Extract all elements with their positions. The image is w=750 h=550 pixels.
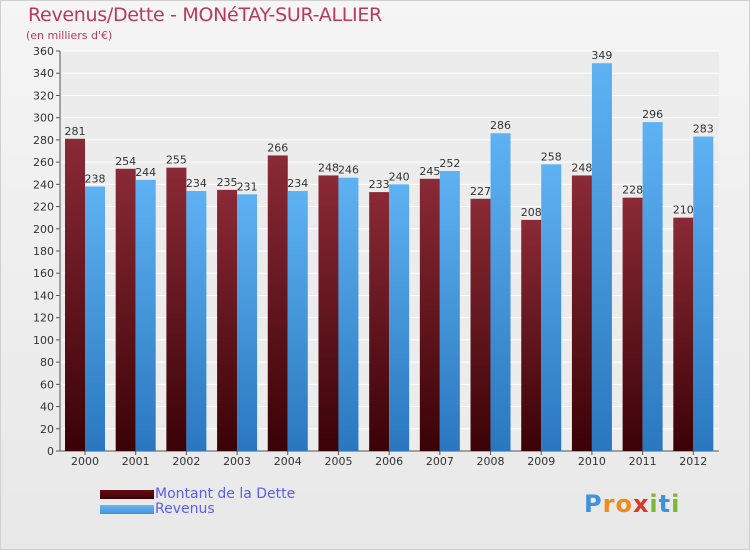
bar-dette: [622, 197, 643, 451]
logo-letter: o: [615, 490, 633, 518]
x-tick-label: 2002: [172, 455, 200, 468]
bar-revenus: [186, 191, 207, 451]
chart-subtitle: (en milliers d'€): [26, 29, 113, 42]
bar-revenus: [389, 184, 410, 452]
y-tick-label: 320: [33, 89, 54, 102]
chart-title: Revenus/Dette - MONéTAY-SUR-ALLIER: [28, 4, 382, 26]
x-tick-label: 2010: [578, 455, 606, 468]
bar-revenus: [439, 171, 460, 451]
data-label-revenus: 258: [541, 150, 562, 163]
legend-swatch-dette: [100, 490, 154, 499]
data-label-dette: 248: [571, 161, 592, 174]
bar-dette: [571, 175, 592, 451]
bar-revenus: [135, 179, 156, 451]
bar-revenus: [541, 164, 562, 452]
legend-label-revenus: Revenus: [155, 501, 215, 517]
data-label-revenus: 244: [135, 166, 156, 179]
data-label-revenus: 238: [85, 173, 106, 186]
bar-dette: [65, 138, 85, 451]
data-label-dette: 228: [622, 184, 643, 197]
bar-dette: [267, 155, 288, 451]
y-tick-label: 100: [33, 334, 54, 347]
x-tick-label: 2012: [679, 455, 707, 468]
logo-letter: i: [671, 490, 681, 518]
proxiti-logo: Proxiti: [584, 490, 680, 518]
bar-dette: [470, 198, 491, 451]
y-tick-label: 20: [40, 423, 54, 436]
bar-revenus: [237, 194, 258, 452]
legend-label-dette: Montant de la Dette: [155, 486, 296, 502]
data-label-dette: 254: [115, 155, 136, 168]
data-label-revenus: 252: [439, 157, 460, 170]
bar-revenus: [642, 122, 663, 451]
bar-dette: [318, 175, 339, 451]
y-tick-label: 0: [47, 445, 54, 458]
bar-revenus: [287, 191, 308, 451]
data-label-revenus: 296: [642, 108, 663, 121]
data-label-dette: 233: [369, 178, 390, 191]
data-label-dette: 208: [521, 206, 542, 219]
logo-letter: t: [658, 490, 672, 518]
data-label-dette: 281: [65, 125, 86, 138]
data-label-dette: 227: [470, 185, 491, 198]
y-tick-label: 60: [40, 378, 54, 391]
logo-letter: P: [584, 490, 603, 518]
data-label-revenus: 246: [338, 164, 359, 177]
x-tick-label: 2007: [426, 455, 454, 468]
x-tick-label: 2009: [527, 455, 555, 468]
bar-revenus: [591, 63, 612, 451]
data-label-revenus: 286: [490, 119, 511, 132]
x-tick-label: 2006: [375, 455, 403, 468]
data-label-dette: 235: [217, 176, 238, 189]
bar-dette: [521, 219, 542, 451]
y-tick-label: 240: [33, 178, 54, 191]
data-label-revenus: 349: [591, 49, 612, 62]
x-tick-label: 2005: [324, 455, 352, 468]
y-tick-label: 80: [40, 356, 54, 369]
y-tick-label: 160: [33, 267, 54, 280]
data-label-dette: 266: [267, 141, 288, 154]
y-tick-label: 200: [33, 223, 54, 236]
data-label-dette: 255: [166, 154, 187, 167]
bar-revenus: [338, 177, 359, 451]
data-label-revenus: 283: [693, 123, 714, 136]
x-tick-label: 2001: [122, 455, 150, 468]
bar-dette: [419, 178, 440, 451]
data-label-dette: 248: [318, 161, 339, 174]
bar-dette: [369, 192, 390, 451]
bar-revenus: [85, 186, 105, 452]
data-label-revenus: 231: [237, 180, 258, 193]
bar-dette: [217, 189, 238, 451]
bar-dette: [673, 217, 694, 451]
logo-letter: i: [649, 490, 659, 518]
bar-revenus: [490, 133, 511, 451]
y-tick-label: 140: [33, 289, 54, 302]
bar-dette: [166, 167, 187, 451]
x-tick-label: 2000: [71, 455, 99, 468]
logo-letter: r: [602, 490, 616, 518]
data-label-revenus: 240: [389, 170, 410, 183]
y-tick-label: 220: [33, 201, 54, 214]
y-tick-label: 260: [33, 156, 54, 169]
bar-dette: [115, 168, 136, 451]
data-label-revenus: 234: [186, 177, 207, 190]
data-label-revenus: 234: [287, 177, 308, 190]
x-tick-label: 2008: [477, 455, 505, 468]
bar-revenus: [693, 136, 714, 452]
y-tick-label: 300: [33, 112, 54, 125]
x-tick-label: 2011: [629, 455, 657, 468]
y-tick-label: 340: [33, 67, 54, 80]
y-tick-label: 360: [33, 45, 54, 58]
y-tick-label: 280: [33, 134, 54, 147]
y-tick-label: 180: [33, 245, 54, 258]
x-tick-label: 2003: [223, 455, 251, 468]
y-tick-label: 120: [33, 312, 54, 325]
y-tick-label: 40: [40, 401, 54, 414]
legend-swatch-revenus: [100, 505, 154, 514]
data-label-dette: 245: [419, 165, 440, 178]
logo-letter: x: [632, 490, 650, 518]
x-tick-label: 2004: [274, 455, 302, 468]
data-label-dette: 210: [673, 204, 694, 217]
